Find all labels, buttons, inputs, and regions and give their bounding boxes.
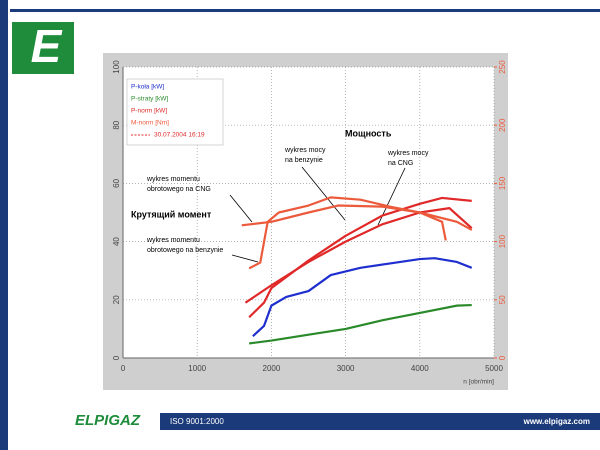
series-line bbox=[244, 207, 473, 304]
footer-bar bbox=[160, 413, 600, 430]
annotation: obrotowego na CNG bbox=[147, 186, 211, 193]
legend-note: 30.07.2004 16:19 bbox=[154, 132, 205, 139]
annotation: wykres momentu bbox=[146, 176, 200, 183]
y2-tick-label: 0 bbox=[498, 355, 507, 360]
y-tick-label: 80 bbox=[112, 120, 121, 129]
y2-tick-label: 250 bbox=[498, 60, 507, 74]
footer-logo: ELPIGAZ bbox=[75, 412, 141, 429]
y2-tick-label: 100 bbox=[498, 234, 507, 248]
annotation: na benzynie bbox=[285, 157, 323, 164]
y2-tick-label: 200 bbox=[498, 118, 507, 132]
x-tick-label: 1000 bbox=[188, 364, 206, 373]
legend-entry: P-straty [kW] bbox=[131, 96, 168, 103]
annotation: wykres momentu bbox=[146, 237, 200, 244]
annotation: Мощность bbox=[345, 128, 392, 138]
y-tick-label: 100 bbox=[112, 60, 121, 74]
top-line bbox=[10, 9, 600, 12]
x-axis-label: n [obr/min] bbox=[463, 379, 494, 386]
x-tick-label: 3000 bbox=[337, 364, 355, 373]
arrow bbox=[229, 194, 253, 223]
series-line bbox=[248, 196, 472, 319]
series-line bbox=[241, 204, 473, 231]
y-tick-label: 60 bbox=[112, 178, 121, 187]
x-tick-label: 5000 bbox=[485, 364, 503, 373]
annotation: na CNG bbox=[388, 160, 413, 167]
legend-entry: M-norm [Nm] bbox=[131, 120, 169, 127]
x-tick-label: 0 bbox=[121, 364, 126, 373]
legend-box bbox=[126, 78, 224, 146]
left-bar bbox=[0, 0, 8, 450]
logo-box bbox=[12, 22, 74, 74]
arrow bbox=[231, 254, 259, 263]
footer-iso: ISO 9001:2000 bbox=[170, 417, 224, 426]
y-tick-label: 40 bbox=[112, 237, 121, 246]
y2-tick-label: 150 bbox=[498, 176, 507, 190]
series-line bbox=[248, 303, 472, 345]
x-tick-label: 4000 bbox=[411, 364, 429, 373]
logo-letter: E bbox=[31, 20, 63, 72]
annotation: wykres mocy bbox=[387, 150, 429, 157]
legend-entry: P-norm [kW] bbox=[131, 108, 167, 115]
annotation: wykres mocy bbox=[284, 147, 326, 154]
annotation: obrotowego na benzynie bbox=[147, 247, 223, 254]
y2-tick-label: 50 bbox=[498, 295, 507, 304]
footer-url: www.elpigaz.com bbox=[523, 417, 590, 426]
y-tick-label: 0 bbox=[112, 355, 121, 360]
x-tick-label: 2000 bbox=[263, 364, 281, 373]
legend-entry: P-koła [kW] bbox=[131, 84, 164, 91]
series-line bbox=[252, 257, 473, 337]
y-tick-label: 20 bbox=[112, 295, 121, 304]
arrow bbox=[301, 166, 346, 221]
series-line bbox=[248, 196, 447, 270]
annotation: Крутящий момент bbox=[131, 209, 212, 219]
